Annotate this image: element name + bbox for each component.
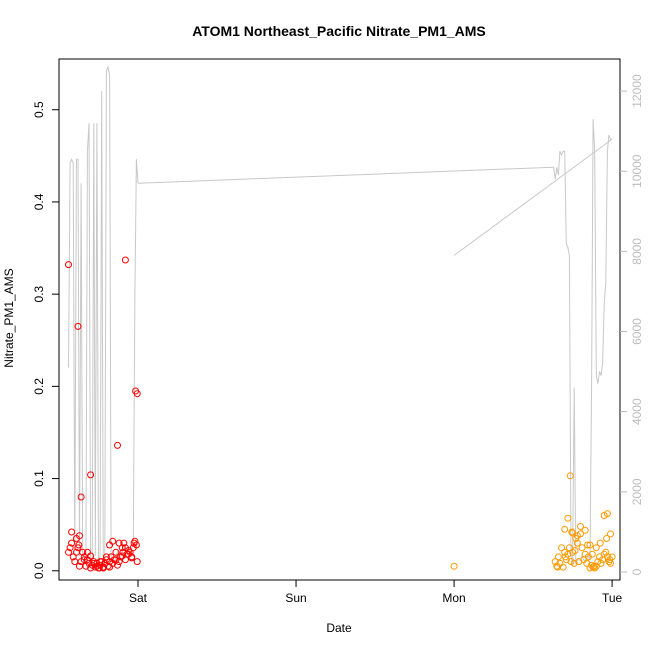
data-point (120, 539, 128, 547)
y-tick-label: 0.5 (32, 101, 46, 118)
data-point (121, 544, 129, 552)
data-point (106, 563, 114, 571)
y-tick-label: 0.4 (32, 193, 46, 210)
data-point (568, 528, 576, 536)
altitude-layer (68, 65, 613, 566)
data-point (603, 535, 611, 542)
data-point (74, 322, 82, 330)
data-point (588, 550, 596, 558)
y-tick-label: 0.2 (32, 378, 46, 395)
data-point (68, 528, 76, 536)
data-point (65, 548, 72, 556)
data-point (118, 552, 126, 560)
data-point (602, 548, 610, 556)
data-point (566, 472, 574, 480)
data-point (121, 256, 129, 264)
data-point (573, 532, 581, 540)
data-point (131, 537, 139, 545)
x-tick-label: Tue (602, 591, 623, 605)
y2-tick-label: 0 (630, 568, 644, 575)
data-point (571, 547, 579, 554)
data-point (76, 532, 83, 540)
y2-tick-label: 4000 (630, 398, 644, 425)
chart-title: ATOM1 Northeast_Pacific Nitrate_PM1_AMS (192, 23, 486, 39)
data-point (565, 544, 573, 552)
data-point (577, 523, 584, 530)
altitude-line-segment (68, 65, 139, 566)
x-axis-label: Date (326, 621, 352, 635)
data-point (69, 553, 77, 561)
data-point (80, 556, 88, 564)
data-point (65, 261, 72, 269)
data-point (597, 559, 605, 567)
data-point (584, 541, 592, 549)
data-point (575, 558, 583, 566)
x-tick-label: Mon (442, 591, 465, 605)
data-point (564, 514, 572, 522)
altitude-line-segment (453, 138, 613, 256)
y-tick-label: 0.0 (32, 562, 46, 579)
data-point (109, 537, 117, 545)
data-point (583, 559, 591, 567)
altitude-line-segment (553, 119, 613, 565)
data-point (554, 563, 562, 571)
x-tick-label: Sat (129, 591, 148, 605)
data-point (586, 541, 594, 549)
data-point (112, 556, 120, 564)
data-point (87, 471, 95, 479)
y2-tick-label: 8000 (630, 238, 644, 265)
data-point (558, 544, 565, 552)
data-point (596, 539, 604, 547)
data-point (114, 441, 121, 449)
y-axis-label: Nitrate_PM1_AMS (2, 268, 16, 367)
y2-tick-label: 2000 (630, 478, 644, 505)
axes-layer: Sat Sun Mon Tue 0.0 0.1 0.2 0.3 0.4 0.5 0 2000 4000 6… (32, 74, 644, 605)
data-point (607, 559, 614, 567)
data-point (77, 493, 85, 501)
data-point (75, 541, 83, 549)
data-point (578, 544, 586, 552)
data-point (573, 539, 581, 547)
y-tick-label: 0.3 (32, 285, 46, 302)
data-point (112, 548, 120, 556)
altitude-line-segment (137, 166, 554, 184)
data-point (133, 390, 141, 398)
data-point (102, 553, 110, 561)
data-point (68, 539, 76, 547)
data-point (87, 552, 95, 560)
points-layer (65, 256, 616, 572)
data-point (133, 558, 141, 566)
data-point (590, 562, 598, 570)
data-point (561, 525, 569, 533)
x-tick-label: Sun (285, 591, 306, 605)
data-point (562, 553, 569, 561)
data-point (95, 564, 103, 572)
y2-tick-label: 10000 (630, 154, 644, 188)
y-tick-label: 0.1 (32, 470, 46, 487)
data-point (603, 510, 611, 518)
data-point (554, 553, 562, 561)
plot-frame (58, 58, 621, 581)
data-point (66, 544, 74, 552)
y2-tick-label: 12000 (630, 74, 644, 108)
data-point (592, 544, 600, 552)
data-point (607, 530, 614, 538)
data-point (132, 541, 140, 549)
data-point (115, 539, 123, 547)
data-point (606, 556, 614, 564)
data-point (128, 554, 136, 562)
y2-tick-label: 6000 (630, 318, 644, 345)
data-point (450, 562, 458, 570)
data-point (581, 526, 589, 534)
data-point (79, 548, 87, 556)
data-point (99, 564, 107, 572)
data-point (570, 559, 578, 567)
